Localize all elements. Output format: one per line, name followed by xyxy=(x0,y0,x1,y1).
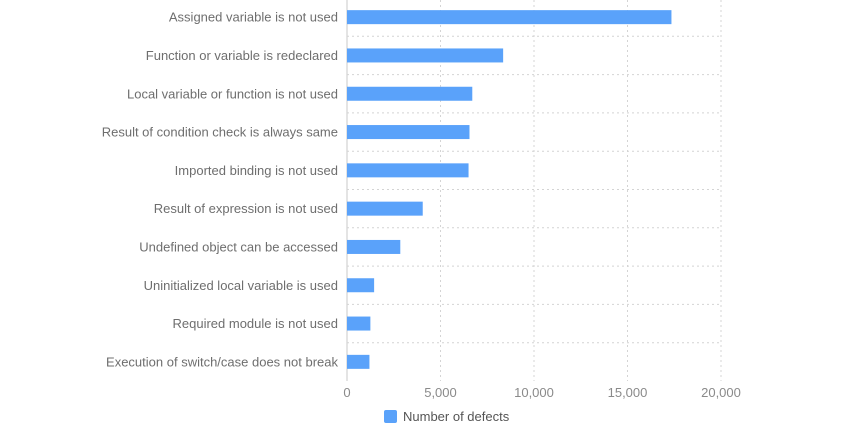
legend[interactable]: Number of defects xyxy=(384,409,510,424)
category-label: Result of condition check is always same xyxy=(102,125,338,140)
category-label: Function or variable is redeclared xyxy=(146,48,338,63)
bar[interactable] xyxy=(347,86,473,101)
grid-lines xyxy=(346,0,722,381)
x-tick-label: 20,000 xyxy=(701,385,741,400)
category-label: Uninitialized local variable is used xyxy=(144,278,338,293)
category-label: Imported binding is not used xyxy=(175,163,338,178)
x-axis-ticks: 0 5,000 10,000 15,000 20,000 xyxy=(343,385,741,400)
bar[interactable] xyxy=(347,354,370,369)
bar[interactable] xyxy=(347,201,423,216)
category-label: Required module is not used xyxy=(173,316,339,331)
x-tick-label: 15,000 xyxy=(608,385,648,400)
bar[interactable] xyxy=(347,10,672,25)
x-tick-label: 10,000 xyxy=(514,385,554,400)
category-label: Local variable or function is not used xyxy=(127,86,338,101)
legend-swatch xyxy=(384,410,397,423)
bar[interactable] xyxy=(347,278,375,293)
category-label: Result of expression is not used xyxy=(154,201,338,216)
category-labels: Assigned variable is not used Function or… xyxy=(102,10,339,370)
legend-label: Number of defects xyxy=(403,409,510,424)
bars xyxy=(347,10,672,369)
x-tick-label: 0 xyxy=(343,385,350,400)
bar[interactable] xyxy=(347,316,371,331)
category-label: Undefined object can be accessed xyxy=(139,239,338,254)
category-label: Assigned variable is not used xyxy=(169,10,338,25)
bar[interactable] xyxy=(347,239,401,254)
bar[interactable] xyxy=(347,125,470,140)
bar[interactable] xyxy=(347,163,469,178)
category-label: Execution of switch/case does not break xyxy=(106,354,338,369)
x-tick-label: 5,000 xyxy=(424,385,457,400)
bar[interactable] xyxy=(347,48,504,63)
